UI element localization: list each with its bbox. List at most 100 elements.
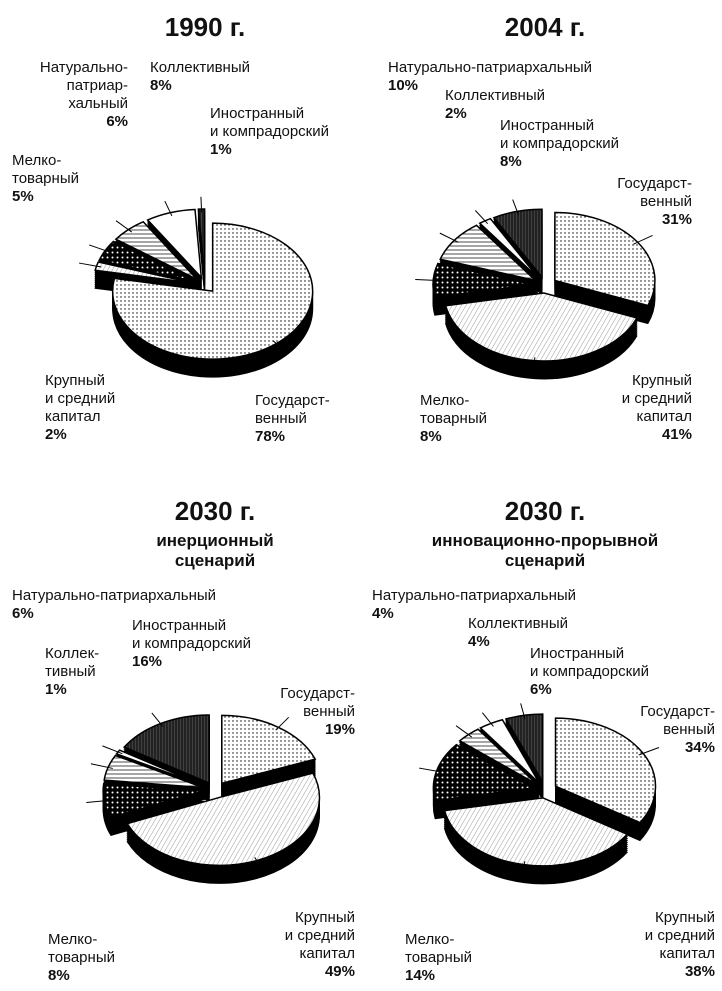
value-label: 6% — [106, 113, 128, 130]
slice-label: хальный — [68, 95, 128, 112]
slice-label: Мелко- — [405, 931, 454, 948]
value-label: 8% — [150, 77, 172, 94]
leader-line — [512, 199, 519, 215]
leader-line — [86, 799, 110, 804]
slice-label: и средний — [45, 390, 115, 407]
slice-label: Натурально-патриархальный — [12, 587, 216, 604]
value-label: 2% — [445, 105, 467, 122]
leader-line — [254, 857, 264, 873]
slice-label: и средний — [622, 390, 692, 407]
leader-line — [633, 234, 653, 245]
slice-label: Иностранный — [500, 117, 594, 134]
leader-line — [520, 861, 526, 877]
value-label: 41% — [662, 426, 692, 443]
slice-label: Натурально-патриархальный — [372, 587, 576, 604]
value-label: 14% — [405, 967, 435, 984]
value-label: 49% — [325, 963, 355, 980]
slice-label: товарный — [420, 410, 487, 427]
slice-label: капитал — [659, 945, 715, 962]
leader-line — [164, 200, 173, 217]
slice-label: Натурально- — [40, 59, 128, 76]
value-label: 4% — [372, 605, 394, 622]
value-label: 2% — [45, 426, 67, 443]
value-label: 78% — [255, 428, 285, 445]
slice-label: и компрадорский — [500, 135, 619, 152]
value-label: 1% — [45, 681, 67, 698]
slice-label: венный — [663, 721, 715, 738]
slice-label: Иностранный — [132, 617, 226, 634]
slice-label: венный — [640, 193, 692, 210]
chart-title: 2004 г. — [505, 12, 586, 42]
value-label: 5% — [12, 188, 34, 205]
leader-line — [115, 220, 133, 233]
slice-label: Государст- — [640, 703, 715, 720]
slice-label: капитал — [636, 408, 692, 425]
slice-label: Натурально-патриархальный — [388, 59, 592, 76]
slice-label: товарный — [405, 949, 472, 966]
leader-line — [520, 703, 526, 719]
leader-line — [638, 747, 660, 756]
value-label: 38% — [685, 963, 715, 980]
value-label: 10% — [388, 77, 418, 94]
slice-label: товарный — [48, 949, 115, 966]
leader-line — [272, 340, 289, 354]
leader-line — [474, 210, 489, 225]
slice-label: Коллективный — [150, 59, 250, 76]
value-label: 8% — [420, 428, 442, 445]
chart-title: 1990 г. — [165, 12, 246, 42]
slice-label: Крупный — [45, 372, 105, 389]
slice-label: тивный — [45, 663, 96, 680]
slice-label: Крупный — [295, 909, 355, 926]
leader-line — [418, 767, 442, 773]
leader-line — [415, 278, 439, 281]
chart-title: 2030 г. — [175, 496, 256, 526]
value-label: 6% — [530, 681, 552, 698]
leader-line — [532, 357, 536, 373]
value-label: 4% — [468, 633, 490, 650]
slice-label: Иностранный — [210, 105, 304, 122]
slice-label: Коллективный — [468, 615, 568, 632]
slice-label: патриар- — [67, 77, 128, 94]
slice-label: Крупный — [655, 909, 715, 926]
value-label: 31% — [662, 211, 692, 228]
slice-label: венный — [255, 410, 307, 427]
slice-label: Государст- — [255, 392, 330, 409]
leader-line — [275, 716, 290, 731]
leader-line — [481, 712, 494, 727]
slice-label: товарный — [12, 170, 79, 187]
slice-label: и компрадорский — [530, 663, 649, 680]
leader-line — [90, 763, 113, 769]
chart-subtitle: инерционный — [156, 531, 273, 550]
slice-label: и средний — [645, 927, 715, 944]
value-label: 19% — [325, 721, 355, 738]
slice-label: Мелко- — [420, 392, 469, 409]
slice-label: и средний — [285, 927, 355, 944]
chart-subtitle: инновационно-прорывной — [432, 531, 658, 550]
slice-label: капитал — [45, 408, 101, 425]
chart-subtitle: сценарий — [505, 551, 585, 570]
value-label: 16% — [132, 653, 162, 670]
value-label: 8% — [48, 967, 70, 984]
slice-label: Государст- — [280, 685, 355, 702]
value-label: 1% — [210, 141, 232, 158]
slice-label: Коллек- — [45, 645, 99, 662]
slice-label: Иностранный — [530, 645, 624, 662]
leader-line — [200, 196, 203, 213]
chart-subtitle: сценарий — [175, 551, 255, 570]
slice-label: Коллективный — [445, 87, 545, 104]
leader-line — [151, 712, 164, 727]
leader-line — [455, 725, 473, 738]
slice-label: и компрадорский — [132, 635, 251, 652]
leader-line — [102, 745, 123, 755]
slice-label: венный — [303, 703, 355, 720]
slice-label: Государст- — [617, 175, 692, 192]
leader-line — [89, 244, 110, 253]
slice-label: Крупный — [632, 372, 692, 389]
value-label: 6% — [12, 605, 34, 622]
value-label: 34% — [685, 739, 715, 756]
slice-label: и компрадорский — [210, 123, 329, 140]
chart-title: 2030 г. — [505, 496, 586, 526]
slice-label: Мелко- — [48, 931, 97, 948]
